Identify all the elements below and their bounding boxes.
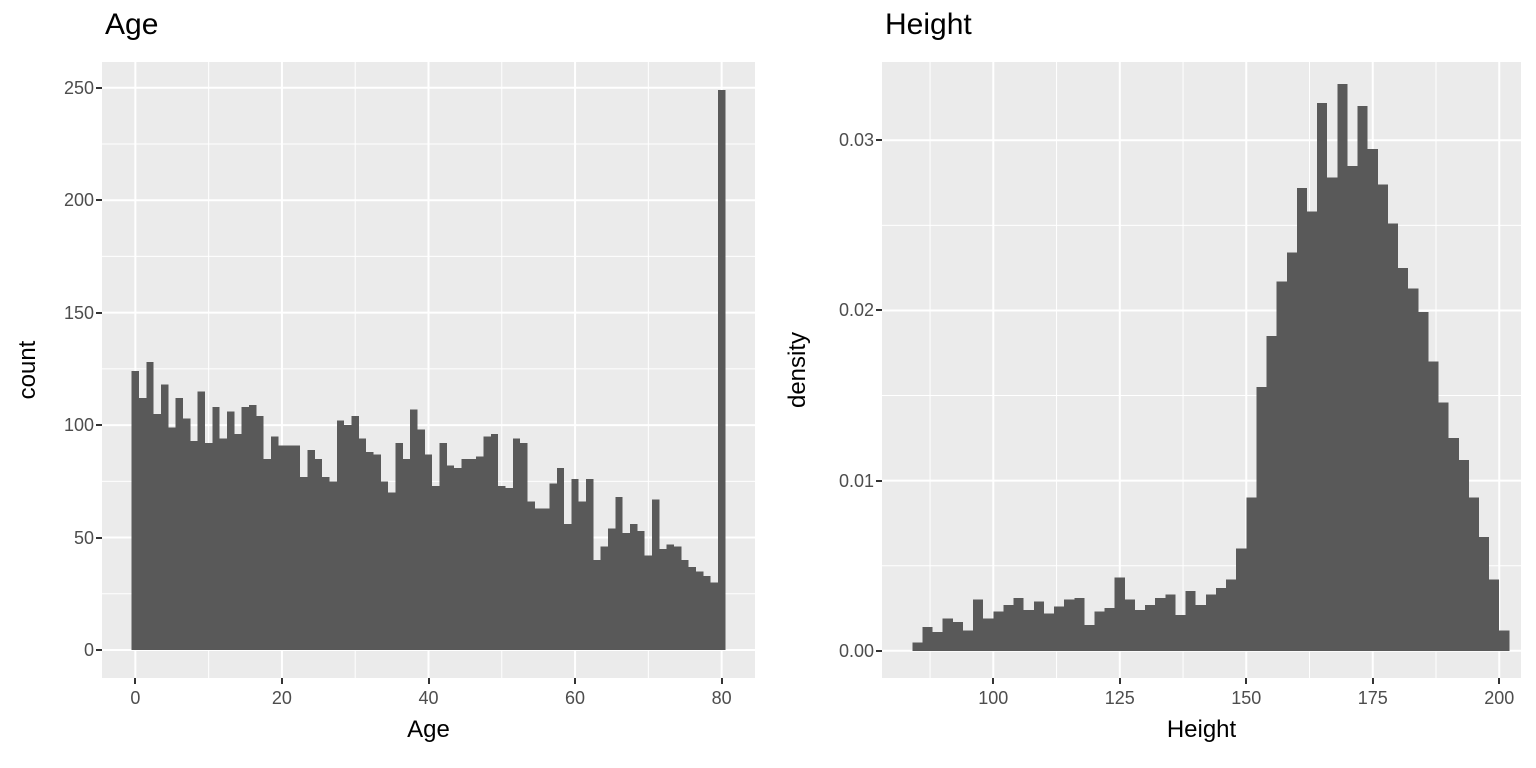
x-tick-label: 175	[1357, 688, 1388, 708]
x-tick-label: 20	[271, 688, 292, 708]
x-tick-label: 80	[711, 688, 732, 708]
y-tick-label: 250	[63, 77, 94, 98]
x-tick-mark	[574, 678, 577, 684]
y-tick-mark	[876, 479, 882, 482]
y-axis-label: count	[14, 340, 41, 400]
x-tick-label: 125	[1104, 688, 1135, 708]
x-tick-label: 0	[130, 688, 141, 708]
x-tick-mark	[1371, 678, 1374, 684]
histogram-bars	[882, 62, 1521, 678]
x-tick-mark	[1245, 678, 1248, 684]
y-tick-mark	[96, 199, 102, 202]
chart-title: Age	[105, 8, 159, 41]
x-tick-label: 40	[418, 688, 439, 708]
x-tick-mark	[720, 678, 723, 684]
x-tick-label: 100	[978, 688, 1009, 708]
y-tick-mark	[96, 536, 102, 539]
plot-panel	[102, 62, 755, 678]
x-axis-label: Age	[407, 716, 450, 743]
y-tick-mark	[876, 309, 882, 312]
x-tick-mark	[427, 678, 430, 684]
y-axis-label: density	[784, 331, 811, 409]
x-axis-label: Height	[1166, 716, 1237, 743]
x-tick-mark	[134, 678, 137, 684]
y-tick-mark	[96, 649, 102, 651]
y-tick-label: 50	[73, 527, 94, 548]
y-tick-label: 0	[83, 640, 94, 660]
chart-title: Height	[885, 8, 972, 41]
x-tick-label: 150	[1231, 688, 1262, 708]
x-tick-mark	[1118, 678, 1121, 684]
y-tick-label: 100	[63, 415, 94, 436]
y-tick-mark	[876, 649, 882, 652]
x-tick-label: 200	[1484, 688, 1515, 708]
y-tick-label: 0.00	[838, 640, 874, 661]
y-tick-label: 150	[63, 302, 94, 323]
y-tick-mark	[96, 424, 102, 427]
y-tick-label: 0.02	[838, 300, 874, 321]
x-tick-label: 60	[565, 688, 586, 708]
x-tick-mark	[280, 678, 283, 684]
y-tick-mark	[96, 311, 102, 314]
y-tick-label: 200	[63, 190, 94, 211]
histogram-bars	[102, 62, 755, 678]
y-tick-label: 0.01	[838, 470, 874, 491]
x-tick-mark	[992, 678, 995, 684]
x-tick-mark	[1498, 678, 1501, 684]
y-tick-mark	[96, 86, 102, 89]
y-tick-mark	[876, 139, 882, 142]
y-tick-label: 0.03	[838, 130, 874, 151]
plot-panel	[882, 62, 1521, 678]
